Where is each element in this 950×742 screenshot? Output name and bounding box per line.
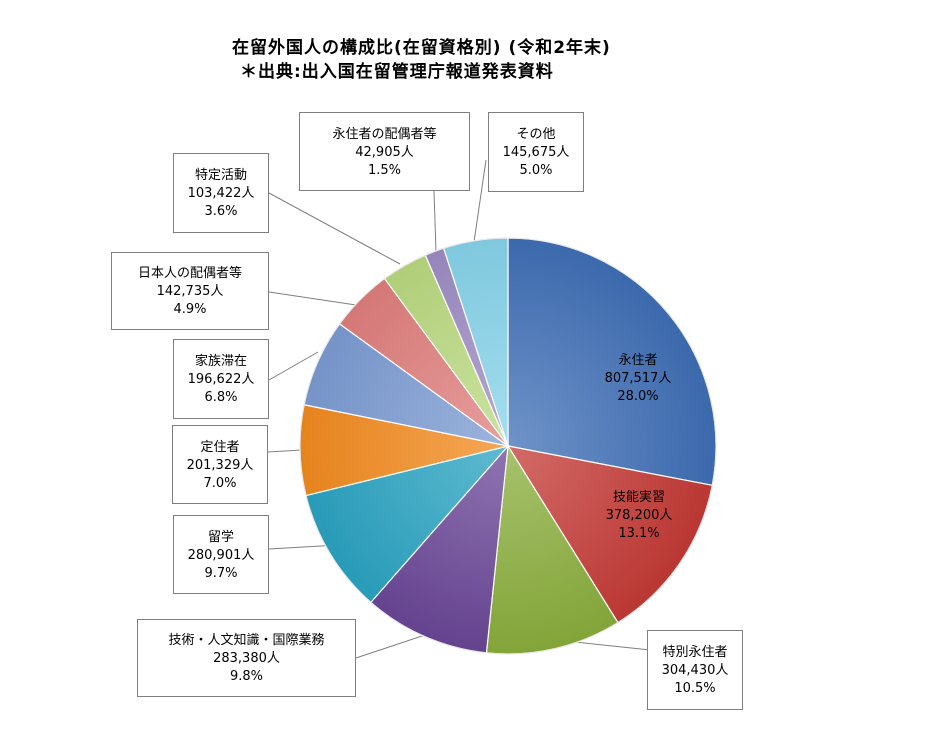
data-label-count: 280,901人 <box>187 548 255 563</box>
data-label-count: 283,380人 <box>213 651 280 666</box>
data-label-name: 日本人の配偶者等 <box>137 266 242 281</box>
leader-line <box>268 351 319 381</box>
data-label: 技術・人文知識・国際業務 283,380人 9.8% <box>137 619 356 697</box>
data-label-count: 196,622人 <box>187 372 255 387</box>
data-label-count: 145,675人 <box>502 145 570 160</box>
data-label-name: 特定活動 <box>194 168 247 183</box>
data-label-count: 42,905人 <box>355 145 414 160</box>
data-label-name: 永住者 <box>618 353 658 368</box>
data-label-pct: 7.0% <box>203 476 237 491</box>
data-label-count: 304,430人 <box>661 663 729 678</box>
data-label: その他 145,675人 5.0% <box>488 112 584 192</box>
data-label: 定住者 201,329人 7.0% <box>172 425 268 504</box>
data-label-pct: 9.8% <box>229 669 264 684</box>
leader-line <box>355 631 435 659</box>
data-label: 留学 280,901人 9.7% <box>173 515 269 594</box>
leader-line <box>473 159 487 243</box>
data-label-name: 技術・人文知識・国際業務 <box>168 633 325 648</box>
data-label: 特別永住者 304,430人 10.5% <box>647 630 743 710</box>
data-label-name: 技能実習 <box>612 490 665 505</box>
leader-line <box>267 449 303 453</box>
data-label-pct: 1.5% <box>367 163 402 178</box>
data-label: 永住者の配偶者等 42,905人 1.5% <box>299 112 470 191</box>
data-label: 永住者 807,517人 28.0% <box>590 339 686 419</box>
data-label-pct: 13.1% <box>618 526 660 541</box>
data-label-name: 特別永住者 <box>662 645 728 660</box>
title-line-2: ＊出典:出入国在留管理庁報道発表資料 <box>240 62 554 82</box>
data-label-pct: 6.8% <box>204 390 238 405</box>
data-label-name: 留学 <box>207 530 234 545</box>
data-label-name: 家族滞在 <box>194 354 247 369</box>
data-label-count: 142,735人 <box>156 284 224 299</box>
leader-line <box>268 291 357 306</box>
data-label-pct: 4.9% <box>173 302 207 317</box>
leader-line <box>268 192 401 265</box>
data-label-count: 103,422人 <box>187 186 255 201</box>
data-label: 家族滞在 196,622人 6.8% <box>173 339 269 419</box>
data-label-pct: 5.0% <box>519 163 553 178</box>
data-label-pct: 10.5% <box>674 681 716 696</box>
data-label-pct: 28.0% <box>617 389 659 404</box>
data-label: 技能実習 378,200人 13.1% <box>591 478 687 554</box>
chart-title: 在留外国人の構成比(在留資格別) (令和2年末) ＊出典:出入国在留管理庁報道発… <box>232 36 611 84</box>
data-label: 日本人の配偶者等 142,735人 4.9% <box>111 252 269 330</box>
leader-line <box>433 190 437 253</box>
data-label-pct: 3.6% <box>204 204 238 219</box>
data-label-pct: 9.7% <box>204 566 238 581</box>
title-line-1: 在留外国人の構成比(在留資格別) (令和2年末) <box>232 38 611 58</box>
data-label-count: 201,329人 <box>186 458 254 473</box>
pie-outline <box>299 237 717 655</box>
data-label: 特定活動 103,422人 3.6% <box>173 153 269 233</box>
data-label-name: 定住者 <box>200 440 240 455</box>
data-label-count: 807,517人 <box>604 371 672 386</box>
data-label-name: 永住者の配偶者等 <box>332 127 437 142</box>
data-label-name: その他 <box>516 127 556 142</box>
data-label-count: 378,200人 <box>605 508 673 523</box>
